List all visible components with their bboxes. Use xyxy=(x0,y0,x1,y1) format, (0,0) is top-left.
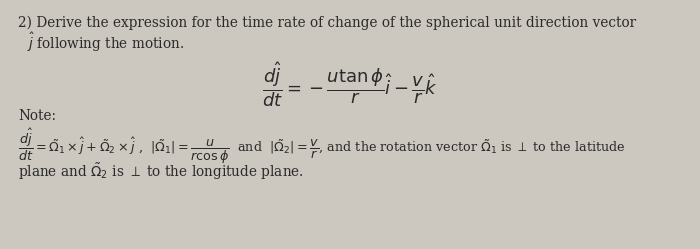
Text: Note:: Note: xyxy=(18,109,56,123)
Text: $\hat{j}$ following the motion.: $\hat{j}$ following the motion. xyxy=(27,31,184,54)
Text: plane and $\tilde{\Omega}_2$ is $\perp$ to the longitude plane.: plane and $\tilde{\Omega}_2$ is $\perp$ … xyxy=(18,161,304,182)
Text: $\dfrac{d\hat{j}}{dt} = -\dfrac{u\tan\phi}{r}\hat{i} - \dfrac{v}{r}\hat{k}$: $\dfrac{d\hat{j}}{dt} = -\dfrac{u\tan\ph… xyxy=(262,61,438,109)
Text: $\dfrac{d\hat{j}}{dt} = \tilde{\Omega}_1 \times \hat{j} + \tilde{\Omega}_2 \time: $\dfrac{d\hat{j}}{dt} = \tilde{\Omega}_1… xyxy=(18,127,626,166)
Text: 2) Derive the expression for the time rate of change of the spherical unit direc: 2) Derive the expression for the time ra… xyxy=(18,16,636,30)
